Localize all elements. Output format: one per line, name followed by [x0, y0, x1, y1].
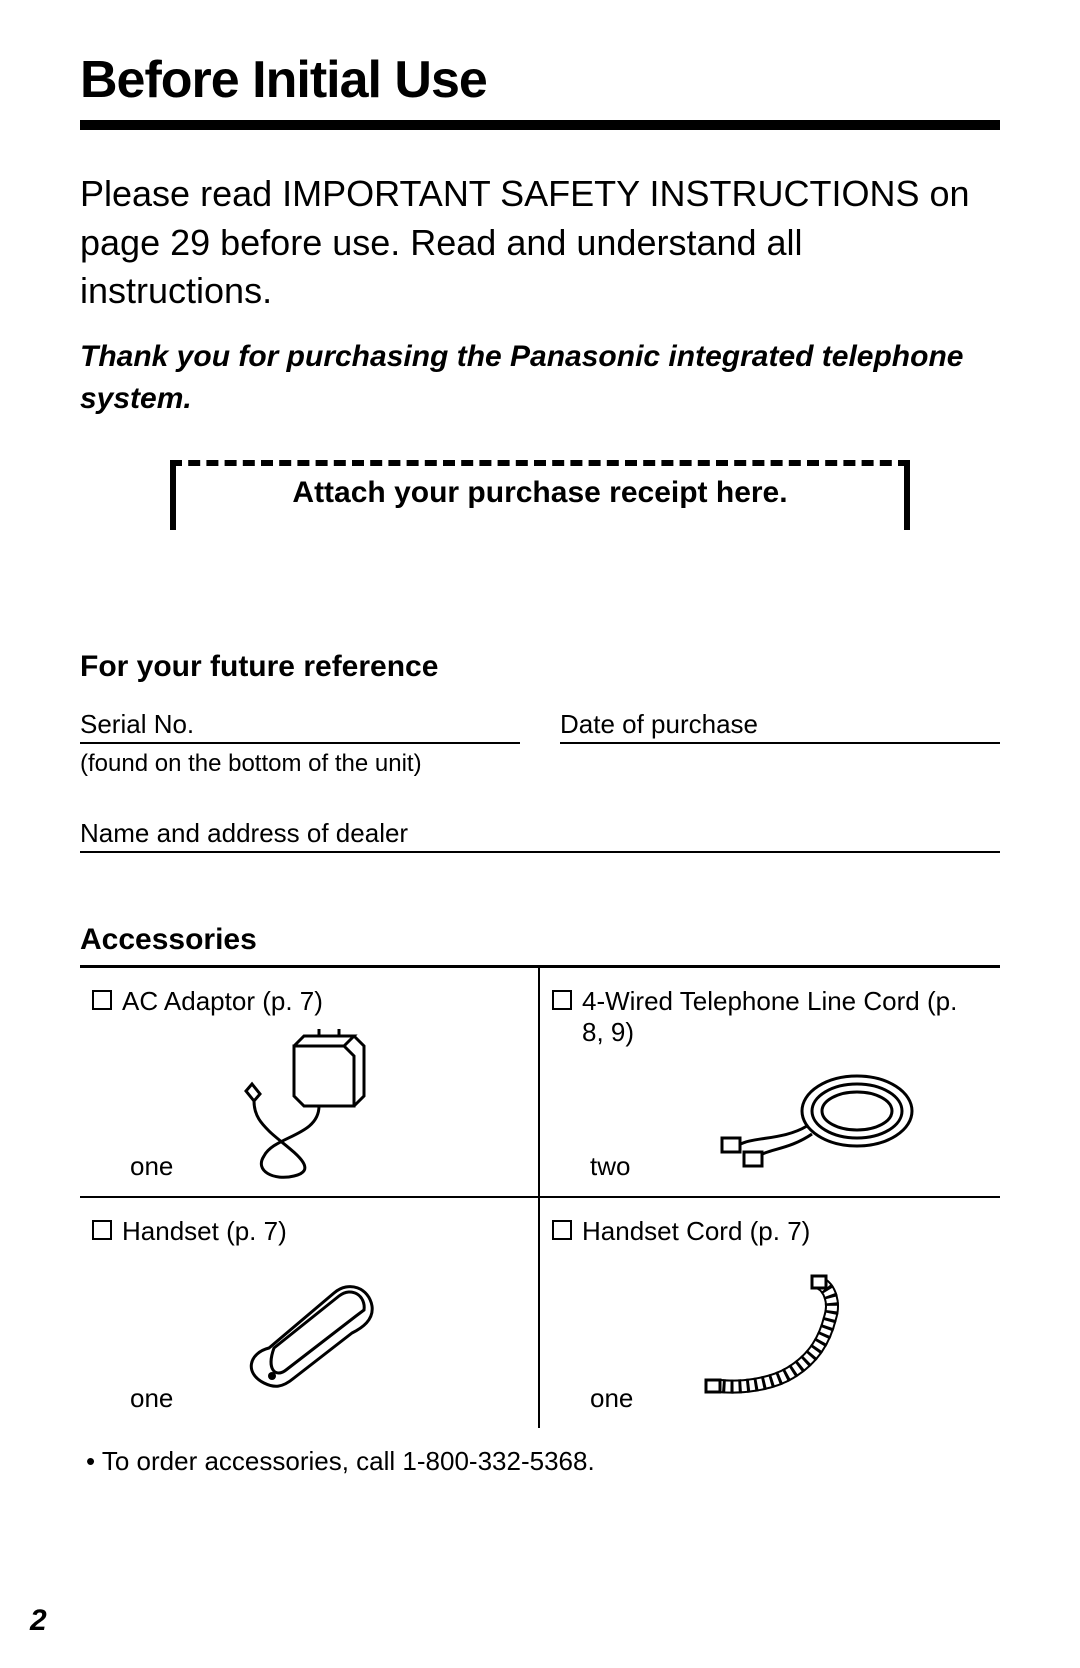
accessory-qty: one: [590, 1383, 633, 1414]
accessory-name: 4-Wired Telephone Line Cord (p. 8, 9): [582, 986, 980, 1048]
thanks-paragraph: Thank you for purchasing the Panasonic i…: [80, 336, 1000, 420]
reference-row: Serial No. Date of purchase: [80, 709, 1000, 744]
serial-no-field: Serial No.: [80, 709, 520, 744]
serial-note: (found on the bottom of the unit): [80, 750, 1000, 778]
line-cord-icon: [692, 1056, 922, 1186]
dealer-field: Name and address of dealer: [80, 818, 1000, 853]
date-of-purchase-field: Date of purchase: [560, 709, 1000, 744]
handset-cord-icon: [680, 1268, 860, 1418]
accessory-name: AC Adaptor (p. 7): [122, 986, 323, 1017]
accessory-qty: two: [590, 1151, 630, 1182]
page-number: 2: [30, 1604, 47, 1638]
accessory-ac-adaptor: AC Adaptor (p. 7) one: [80, 968, 540, 1198]
accessory-name: Handset (p. 7): [122, 1216, 287, 1247]
page-title: Before Initial Use: [80, 50, 1000, 120]
checkbox-icon: [552, 1220, 572, 1240]
checkbox-icon: [552, 990, 572, 1010]
accessories-grid: AC Adaptor (p. 7) one 4-Wired Telephone …: [80, 968, 1000, 1428]
accessory-qty: one: [130, 1151, 173, 1182]
accessory-handset-cord: Handset Cord (p. 7) one: [540, 1198, 1000, 1428]
title-rule: [80, 120, 1000, 130]
order-accessories-note: • To order accessories, call 1-800-332-5…: [86, 1446, 1000, 1477]
accessory-name: Handset Cord (p. 7): [582, 1216, 810, 1247]
checkbox-icon: [92, 1220, 112, 1240]
receipt-label: Attach your purchase receipt here.: [292, 476, 787, 509]
ac-adaptor-icon: [224, 1026, 394, 1186]
future-reference-heading: For your future reference: [80, 650, 1000, 684]
receipt-attach-box: Attach your purchase receipt here.: [170, 460, 910, 530]
accessory-handset: Handset (p. 7) one: [80, 1198, 540, 1428]
accessory-qty: one: [130, 1383, 173, 1414]
checkbox-icon: [92, 990, 112, 1010]
handset-icon: [224, 1248, 394, 1418]
intro-paragraph: Please read IMPORTANT SAFETY INSTRUCTION…: [80, 170, 1000, 316]
accessories-heading: Accessories: [80, 923, 1000, 957]
accessory-line-cord: 4-Wired Telephone Line Cord (p. 8, 9) tw…: [540, 968, 1000, 1198]
